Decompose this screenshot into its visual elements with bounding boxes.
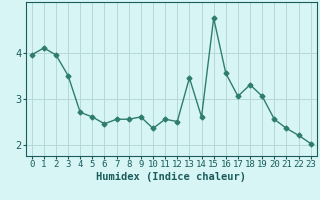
X-axis label: Humidex (Indice chaleur): Humidex (Indice chaleur) [96,172,246,182]
